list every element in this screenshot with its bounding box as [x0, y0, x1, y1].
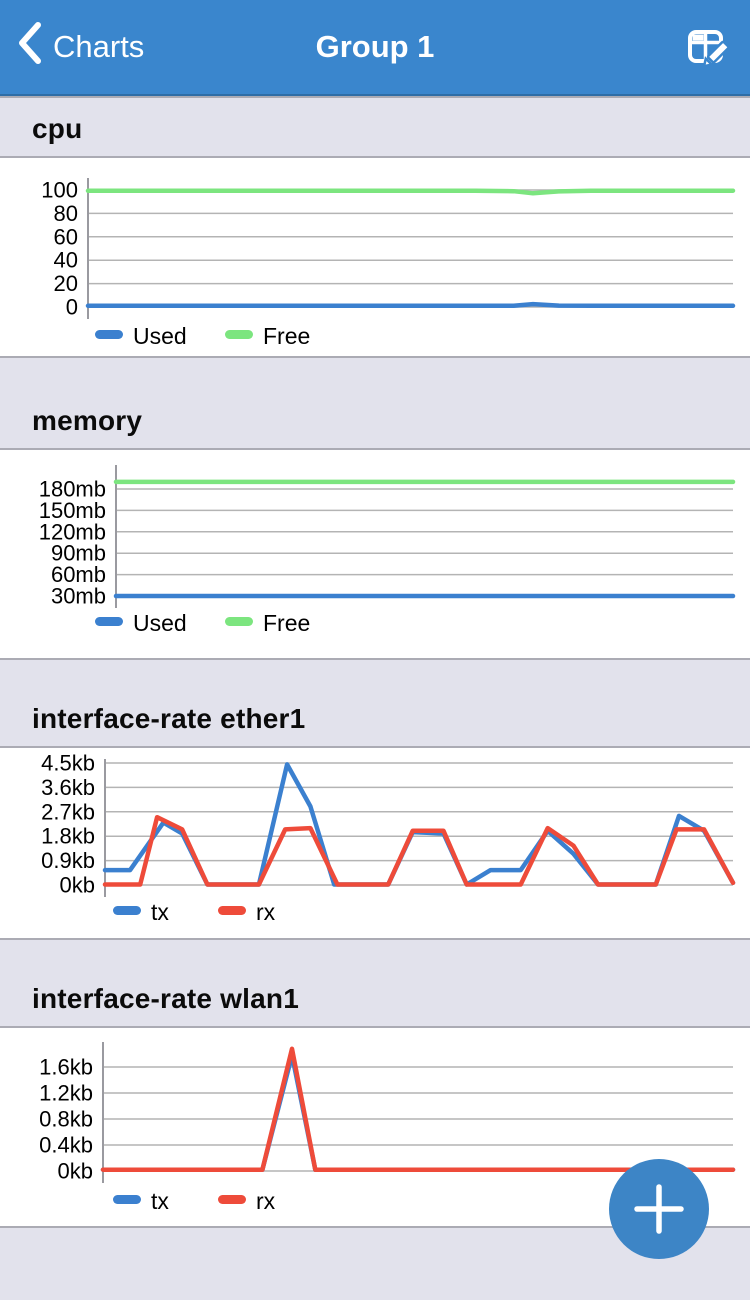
- footer-spacer: [0, 1226, 750, 1300]
- section-title: interface-rate wlan1: [32, 983, 299, 1014]
- y-tick-label: 0.8kb: [39, 1107, 93, 1132]
- memory-chart-card: 30mb 60mb 90mb 120mb 150mb 180mb Used Free: [0, 450, 750, 658]
- legend-swatch-tx: [113, 906, 141, 915]
- y-tick-label: 1.2kb: [39, 1081, 93, 1106]
- y-tick-label: 60mb: [51, 562, 106, 587]
- legend-swatch-Used: [95, 617, 123, 626]
- legend-label-rx: rx: [256, 899, 276, 925]
- section-header-ether1: interface-rate ether1: [0, 658, 750, 748]
- legend-label-rx: rx: [256, 1188, 276, 1214]
- y-tick-label: 120mb: [39, 519, 106, 544]
- back-button-label: Charts: [53, 29, 145, 64]
- legend-swatch-Free: [225, 617, 253, 626]
- y-tick-label: 1.6kb: [39, 1055, 93, 1080]
- y-tick-label: 180mb: [39, 477, 106, 502]
- legend-label-Free: Free: [263, 610, 310, 636]
- legend-label-tx: tx: [151, 899, 169, 925]
- cpu-chart-card: 0 20 40 60 80 100 Used Free: [0, 158, 750, 356]
- y-tick-label: 30mb: [51, 584, 106, 609]
- legend-label-Used: Used: [133, 610, 187, 636]
- y-tick-label: 1.8kb: [41, 824, 95, 849]
- plus-icon: [609, 1184, 709, 1262]
- y-tick-label: 150mb: [39, 498, 106, 523]
- legend-swatch-Free: [225, 330, 253, 339]
- section-header-memory: memory: [0, 356, 750, 450]
- section-title: cpu: [32, 113, 83, 144]
- series-line-Used: [85, 301, 736, 309]
- edit-grid-icon: [686, 30, 730, 72]
- legend-swatch-rx: [218, 1195, 246, 1204]
- ether1-chart-card: 0kb 0.9kb 1.8kb 2.7kb 3.6kb 4.5kb tx rx: [0, 748, 750, 938]
- add-chart-fab-button[interactable]: [609, 1159, 709, 1259]
- y-tick-label: 20: [54, 271, 78, 296]
- series-line-Free: [85, 188, 736, 196]
- y-tick-label: 0.9kb: [41, 848, 95, 873]
- y-tick-label: 40: [54, 248, 78, 273]
- section-header-wlan1: interface-rate wlan1: [0, 938, 750, 1028]
- y-tick-label: 100: [41, 178, 78, 203]
- series-line-rx: [102, 814, 736, 887]
- series-line-tx: [100, 1053, 736, 1172]
- y-tick-label: 90mb: [51, 541, 106, 566]
- legend-swatch-tx: [113, 1195, 141, 1204]
- series-line-rx: [100, 1046, 736, 1172]
- y-tick-label: 0kb: [60, 873, 95, 898]
- back-button[interactable]: Charts: [16, 20, 144, 74]
- legend-label-Used: Used: [133, 323, 187, 349]
- legend-label-tx: tx: [151, 1188, 169, 1214]
- legend-swatch-rx: [218, 906, 246, 915]
- y-tick-label: 2.7kb: [41, 799, 95, 824]
- y-tick-label: 0: [66, 295, 78, 320]
- edit-group-button[interactable]: [686, 25, 730, 69]
- section-title: memory: [32, 405, 143, 436]
- legend-swatch-Used: [95, 330, 123, 339]
- page-title: Group 1: [315, 29, 435, 64]
- navigation-bar: Charts Group 1: [0, 0, 750, 96]
- legend-label-Free: Free: [263, 323, 310, 349]
- section-header-cpu: cpu: [0, 96, 750, 158]
- y-tick-label: 4.5kb: [41, 751, 95, 776]
- y-tick-label: 60: [54, 224, 78, 249]
- chevron-left-icon: [16, 20, 43, 74]
- y-tick-label: 0.4kb: [39, 1133, 93, 1158]
- y-tick-label: 0kb: [58, 1159, 93, 1184]
- y-tick-label: 3.6kb: [41, 775, 95, 800]
- y-tick-label: 80: [54, 201, 78, 226]
- section-title: interface-rate ether1: [32, 703, 306, 734]
